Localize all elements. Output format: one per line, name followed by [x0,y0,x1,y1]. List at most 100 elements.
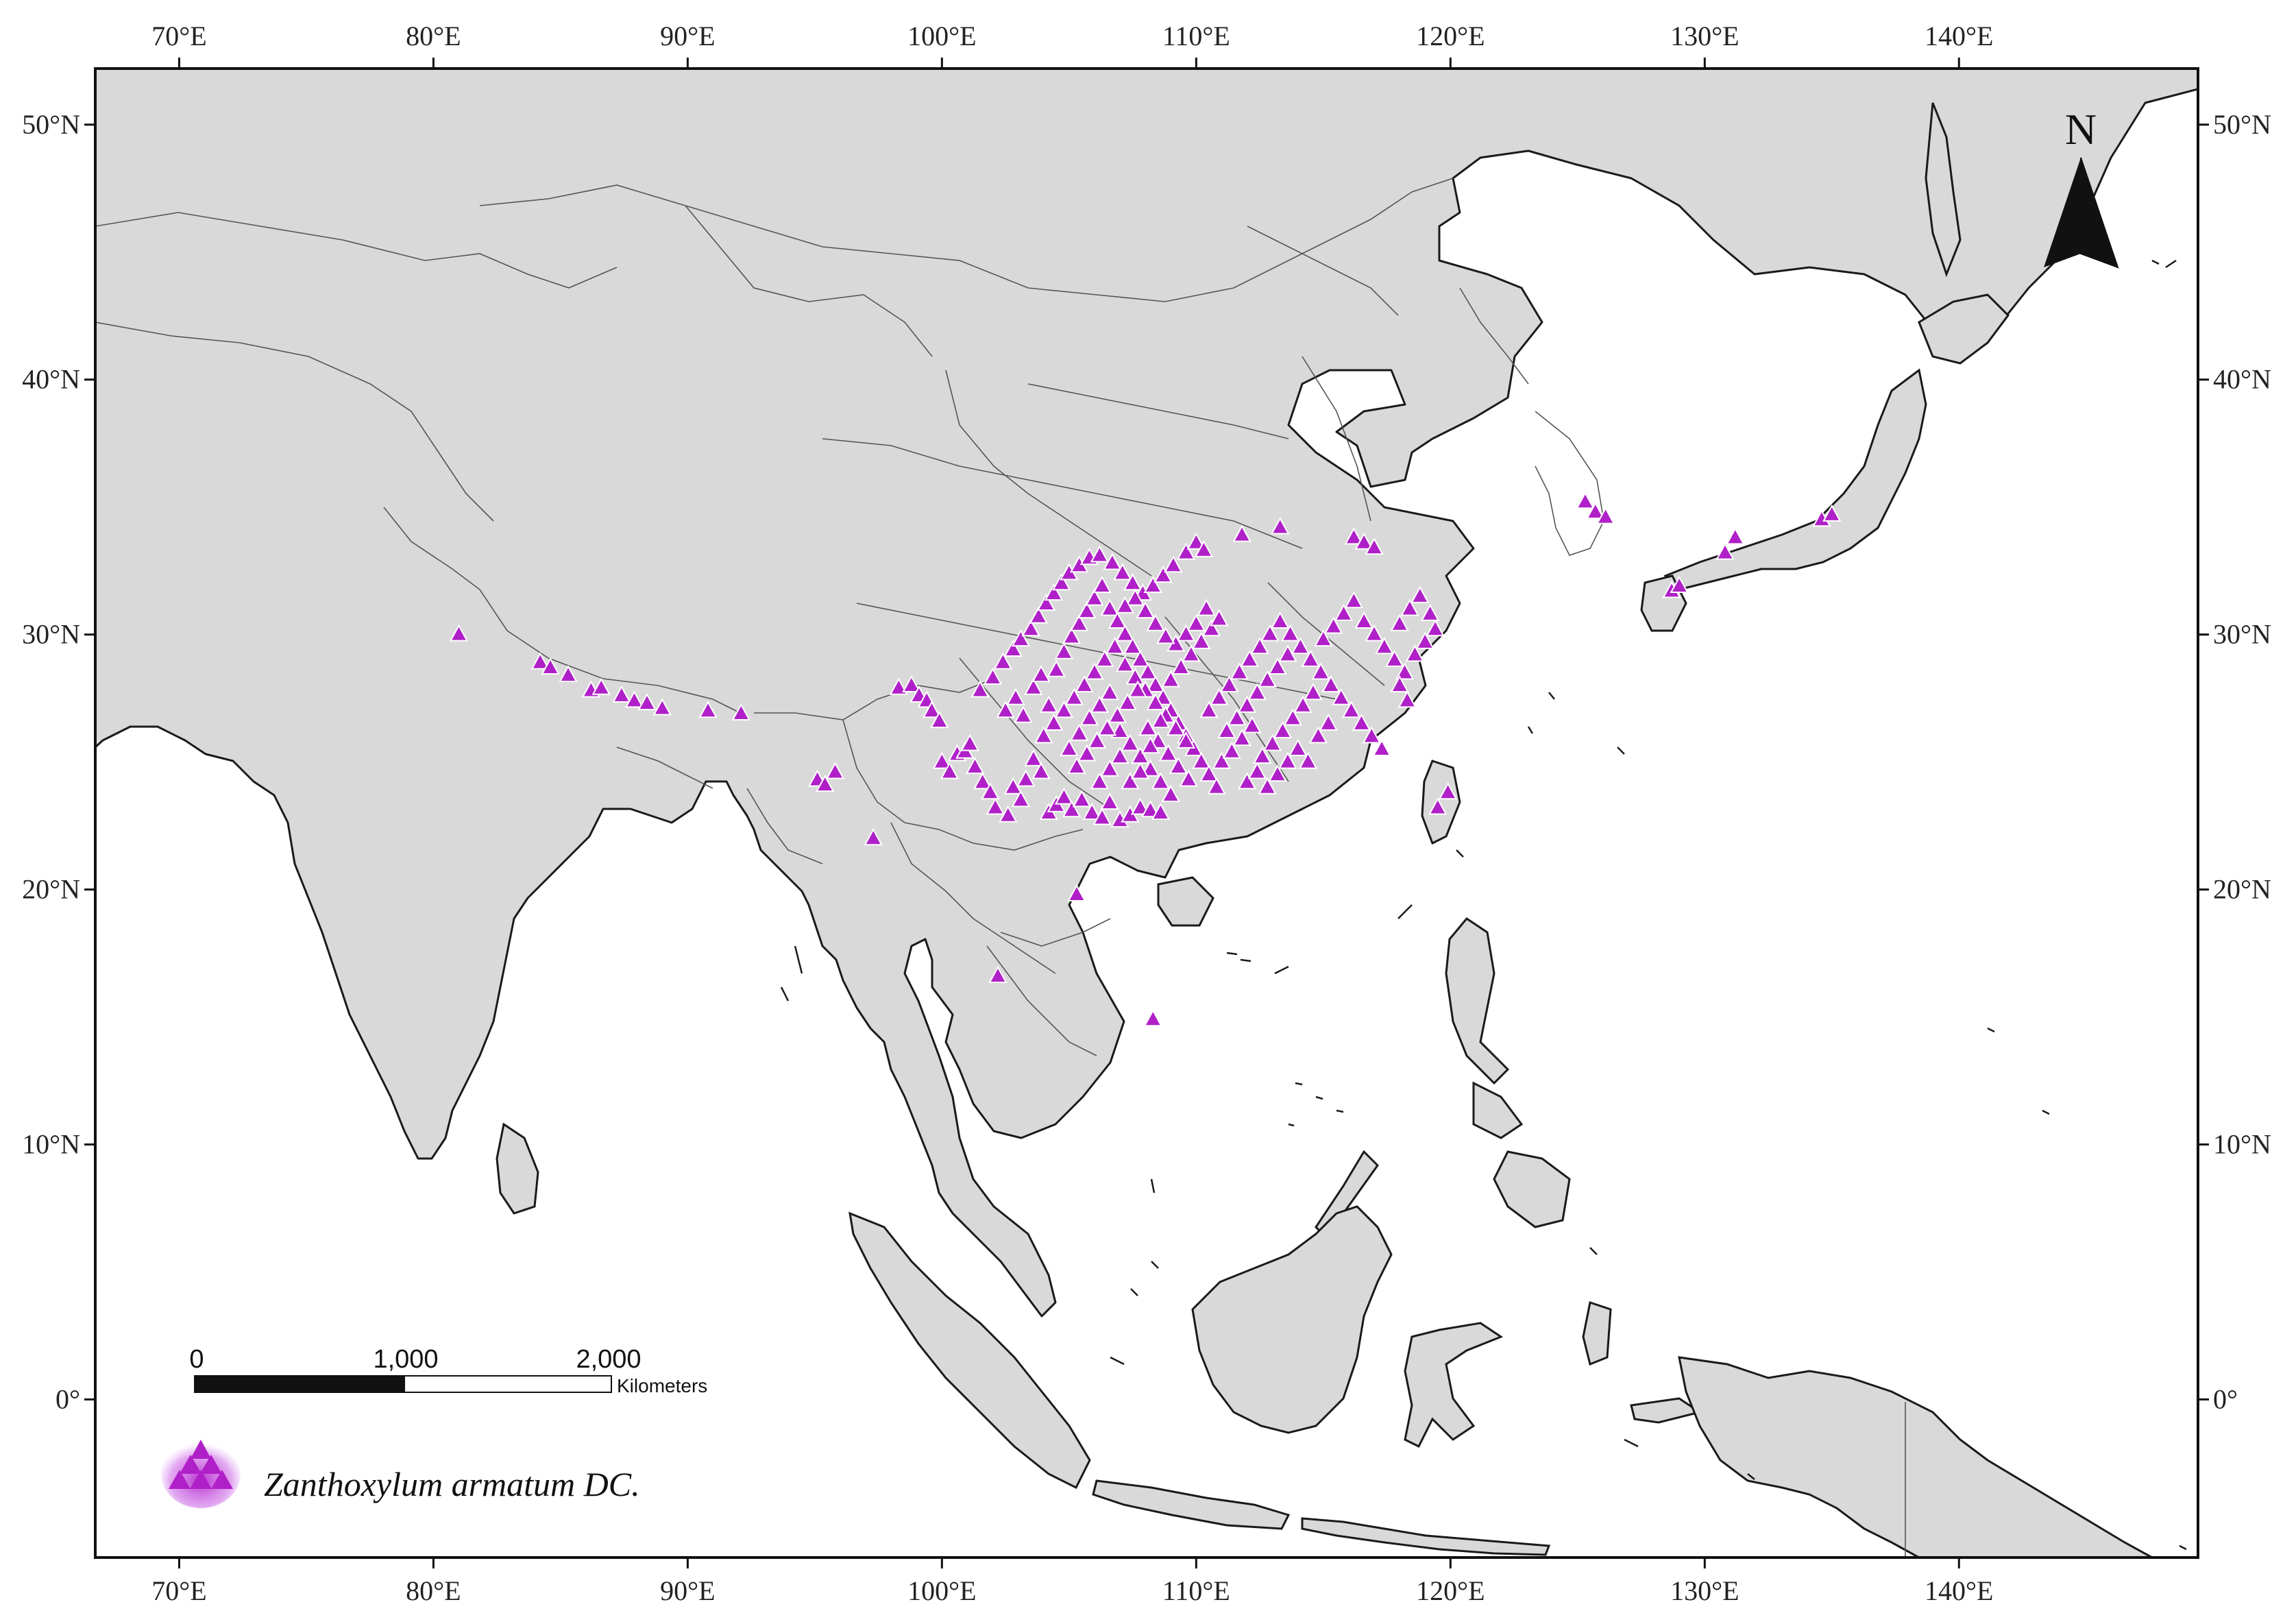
occurrence-marker [940,762,960,779]
scale-label-0: 0 [189,1345,204,1374]
lon-label-bottom: 110°E [1162,1575,1230,1606]
scale-label-1000: 1,000 [373,1345,438,1374]
occurrence-marker [1021,619,1040,637]
occurrence-marker [1385,649,1404,667]
occurrence-marker [1024,677,1043,695]
occurrence-marker [1192,751,1211,769]
lon-label-top: 120°E [1416,21,1485,51]
occurrence-marker [1146,692,1165,711]
lon-label-bottom: 130°E [1670,1575,1739,1606]
occurrence-marker [1087,731,1107,749]
occurrence-marker [1151,711,1171,729]
occurrence-marker [1304,683,1323,701]
occurrence-marker [1016,769,1036,787]
occurrence-marker [816,775,835,792]
occurrence-marker [1161,670,1180,688]
occurrence-marker [996,701,1015,718]
occurrence-marker [1576,492,1595,509]
occurrence-marker [1085,588,1104,606]
occurrence-marker [1176,731,1196,749]
occurrence-marker [1428,797,1448,815]
occurrence-marker [988,965,1007,984]
occurrence-marker [1199,701,1219,718]
occurrence-marker [922,701,942,718]
occurrence-marker [1289,738,1308,757]
lon-label-bottom: 120°E [1416,1575,1485,1606]
occurrence-marker [1258,670,1277,688]
legend: Zanthoxylum armatum DC. [161,1440,640,1508]
occurrence-marker [1125,588,1145,606]
occurrence-marker [1092,808,1112,825]
north-letter: N [2065,105,2097,154]
scale-unit: Kilometers [617,1375,707,1396]
occurrence-marker [1400,598,1419,616]
lon-label-top: 70°E [151,21,206,51]
occurrence-marker [864,828,883,846]
occurrence-marker [1082,802,1101,820]
lat-label-left: 50°N [22,109,80,140]
occurrence-marker [1273,720,1293,738]
occurrence-marker [1438,782,1458,800]
occurrence-marker [1186,614,1206,631]
occurrence-marker [1100,683,1119,701]
occurrence-marker [1271,517,1290,535]
occurrence-marker [1169,756,1188,775]
occurrence-marker [1077,744,1097,762]
occurrence-marker [1153,566,1173,583]
occurrence-marker [1354,532,1373,550]
occurrence-marker [1232,729,1251,747]
lat-label-right: 40°N [2213,364,2271,395]
occurrence-marker [1003,639,1023,657]
occurrence-marker [1247,683,1267,701]
occurrence-marker [960,734,979,751]
graticule-ticks: 70°E 70°E 80°E 80°E 90°E 90°E 100°E 100°E 110°E 1… [22,21,2271,1606]
seram [1630,1397,1702,1424]
occurrence-marker [1110,720,1129,738]
occurrence-marker [1156,627,1175,644]
occurrence-marker [1070,723,1089,741]
lon-label-bottom: 70°E [151,1575,206,1606]
occurrence-marker [1726,527,1745,545]
occurrence-marker [993,652,1013,670]
java [1092,1479,1291,1530]
occurrence-marker [1103,553,1122,570]
occurrence-marker [1100,598,1119,616]
occurrence-marker [981,782,1000,800]
taiwan [1421,760,1461,845]
occurrence-marker [1029,606,1049,624]
occurrence-marker [1062,627,1082,644]
occurrence-marker [1166,718,1186,736]
occurrence-marker [1054,642,1074,659]
occurrence-marker [1365,624,1384,642]
occurrence-marker [1108,611,1127,629]
occurrence-marker [1283,708,1302,726]
occurrence-marker [1161,784,1180,802]
occurrence-marker [1036,593,1056,611]
scale-bar: 0 1,000 2,000 Kilometers [189,1345,707,1396]
occurrence-marker [1097,718,1117,736]
occurrence-marker [973,772,992,790]
lat-label-left: 20°N [22,874,80,905]
scale-segment-white [404,1375,612,1393]
occurrence-marker [1100,759,1119,777]
occurrence-marker [1054,787,1074,805]
occurrence-marker [1237,772,1257,790]
occurrence-marker [1006,688,1025,705]
occurrence-marker [1090,772,1110,790]
occurrence-marker [965,756,985,775]
occurrence-marker [902,675,921,693]
occurrence-marker [932,751,952,769]
occurrence-marker [1243,716,1262,734]
purple-triangle-marker-icon [169,1440,233,1489]
occurrence-marker [1138,662,1158,680]
sumatra [848,1211,1091,1490]
occurrence-marker [1136,601,1155,619]
occurrence-marker [1232,524,1251,542]
occurrence-marker [1420,603,1440,621]
occurrence-marker [1052,573,1071,591]
occurrence-marker [1586,502,1605,520]
occurrence-marker [1140,736,1160,754]
occurrence-marker [1426,619,1445,637]
occurrence-marker [1054,701,1074,718]
borneo [1191,1205,1393,1434]
